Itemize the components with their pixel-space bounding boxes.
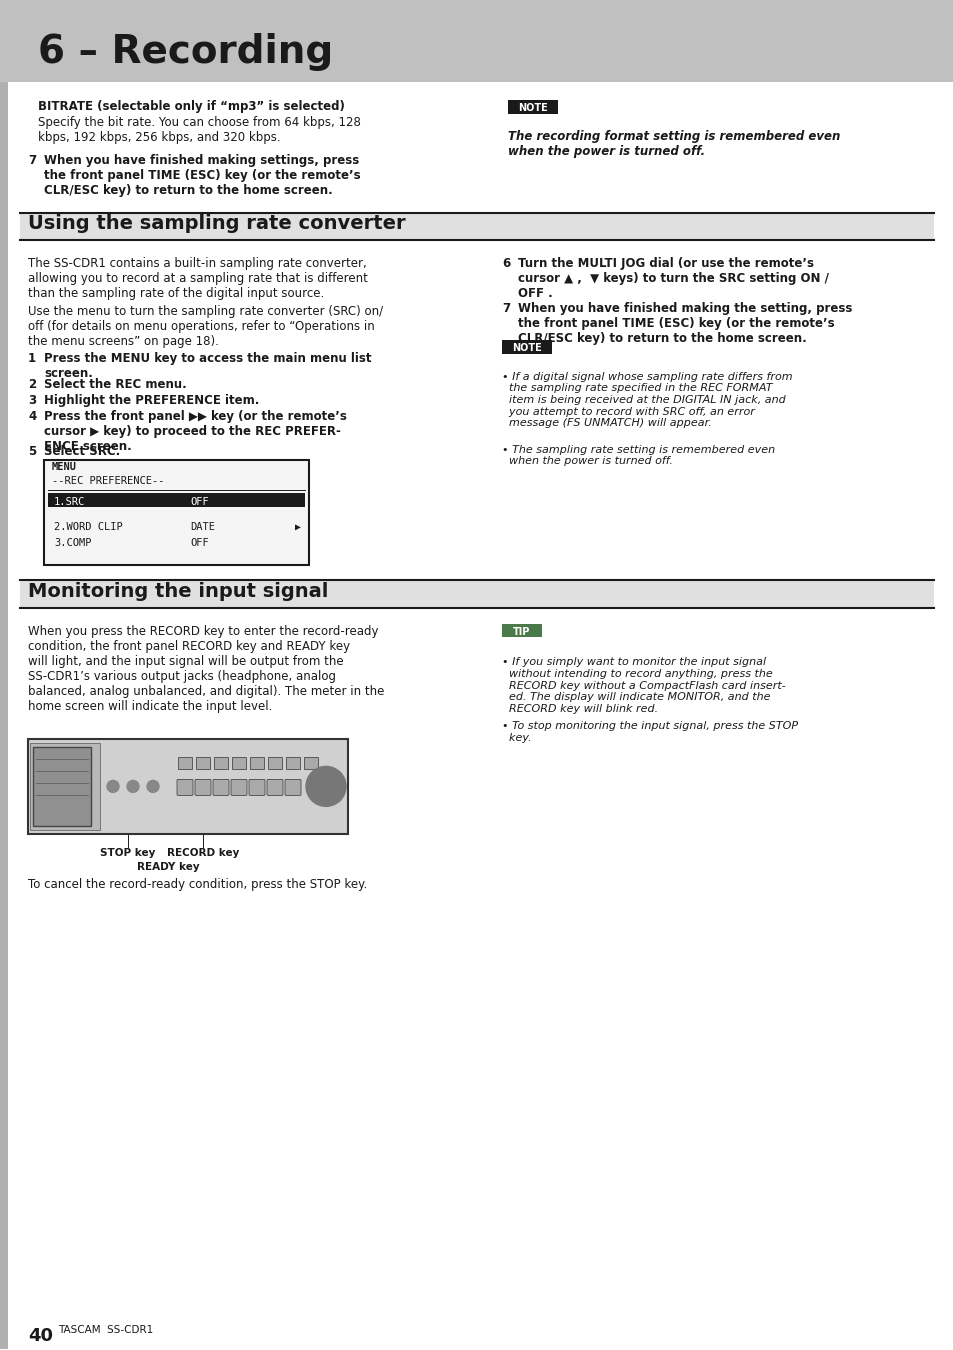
Bar [507,100,558,113]
Text: 6 – Recording: 6 – Recording [38,32,333,72]
Bar [232,757,246,769]
Circle shape [306,767,346,806]
Text: The recording format setting is remembered even
when the power is turned off.: The recording format setting is remember… [507,130,840,158]
Text: OFF: OFF [190,497,209,506]
Text: • The sampling rate setting is remembered even
  when the power is turned off.: • The sampling rate setting is remembere… [501,444,774,466]
Text: 4: 4 [28,409,36,423]
FancyBboxPatch shape [267,779,283,795]
Text: 5: 5 [28,444,36,458]
Bar [48,493,305,506]
Text: Turn the MULTI JOG dial (or use the remote’s
cursor ▲ ,  ▼ keys) to turn the SRC: Turn the MULTI JOG dial (or use the remo… [517,256,828,300]
Text: Specify the bit rate. You can choose from 64 kbps, 128
kbps, 192 kbps, 256 kbps,: Specify the bit rate. You can choose fro… [38,116,360,144]
Text: • If a digital signal whose sampling rate differs from
  the sampling rate speci: • If a digital signal whose sampling rat… [501,371,792,428]
Bar [20,212,933,240]
Text: Monitoring the input signal: Monitoring the input signal [28,582,328,601]
Text: OFF: OFF [190,537,209,548]
Text: Use the menu to turn the sampling rate converter (SRC) on/
off (for details on m: Use the menu to turn the sampling rate c… [28,305,383,348]
Text: 3.COMP: 3.COMP [54,537,91,548]
Text: ▶: ▶ [294,521,300,532]
Text: When you press the RECORD key to enter the record-ready
condition, the front pan: When you press the RECORD key to enter t… [28,625,384,713]
Text: The SS-CDR1 contains a built-in sampling rate converter,
allowing you to record : The SS-CDR1 contains a built-in sampling… [28,256,368,300]
Bar [213,757,228,769]
FancyBboxPatch shape [213,779,229,795]
Bar [195,757,210,769]
Circle shape [127,780,139,792]
FancyBboxPatch shape [231,779,247,795]
Bar [304,757,317,769]
Text: MENU: MENU [52,462,77,471]
Text: TIP: TIP [513,626,530,636]
Bar [0,82,8,1349]
Bar [44,459,309,564]
Text: 7: 7 [28,154,36,167]
Text: Select the REC menu.: Select the REC menu. [44,378,187,390]
Text: 1: 1 [28,352,36,365]
Text: DATE: DATE [190,521,214,532]
Text: Highlight the PREFERENCE item.: Highlight the PREFERENCE item. [44,394,259,406]
Bar [178,757,192,769]
Text: 40: 40 [28,1327,53,1345]
FancyBboxPatch shape [285,779,301,795]
Bar [501,340,552,354]
Text: 2.WORD CLIP: 2.WORD CLIP [54,521,123,532]
Bar [20,579,933,608]
FancyBboxPatch shape [177,779,193,795]
FancyBboxPatch shape [249,779,265,795]
Text: BITRATE (selectable only if “mp3” is selected): BITRATE (selectable only if “mp3” is sel… [38,100,345,113]
Text: 1.SRC: 1.SRC [54,497,85,506]
Text: RECORD key: RECORD key [167,848,239,859]
Text: Select SRC.: Select SRC. [44,444,120,458]
Bar [0,0,953,82]
Text: TASCAM  SS-CDR1: TASCAM SS-CDR1 [58,1324,153,1335]
Circle shape [147,780,159,792]
Text: • If you simply want to monitor the input signal
  without intending to record a: • If you simply want to monitor the inpu… [501,657,785,714]
Text: • To stop monitoring the input signal, press the STOP
  key.: • To stop monitoring the input signal, p… [501,721,798,743]
Bar [28,740,348,834]
Text: Press the MENU key to access the main menu list
screen.: Press the MENU key to access the main me… [44,352,371,379]
Text: NOTE: NOTE [512,343,541,352]
Text: STOP key: STOP key [100,848,155,859]
Bar [286,757,299,769]
Text: --REC PREFERENCE--: --REC PREFERENCE-- [52,475,164,486]
Text: 2: 2 [28,378,36,390]
Bar [30,744,100,830]
Text: 7: 7 [501,302,510,315]
Text: READY key: READY key [136,863,199,872]
Bar [250,757,264,769]
Text: When you have finished making settings, press
the front panel TIME (ESC) key (or: When you have finished making settings, … [44,154,360,197]
Text: 3: 3 [28,394,36,406]
Text: Press the front panel ▶▶ key (or the remote’s
cursor ▶ key) to proceed to the RE: Press the front panel ▶▶ key (or the rem… [44,409,347,452]
Text: 6: 6 [501,256,510,270]
Circle shape [107,780,119,792]
Text: NOTE: NOTE [517,103,547,113]
Text: To cancel the record-ready condition, press the STOP key.: To cancel the record-ready condition, pr… [28,879,367,891]
Bar [268,757,282,769]
Text: When you have finished making the setting, press
the front panel TIME (ESC) key : When you have finished making the settin… [517,302,851,344]
Text: Using the sampling rate converter: Using the sampling rate converter [28,215,405,234]
Bar [501,624,541,637]
Bar [33,748,91,826]
FancyBboxPatch shape [194,779,211,795]
